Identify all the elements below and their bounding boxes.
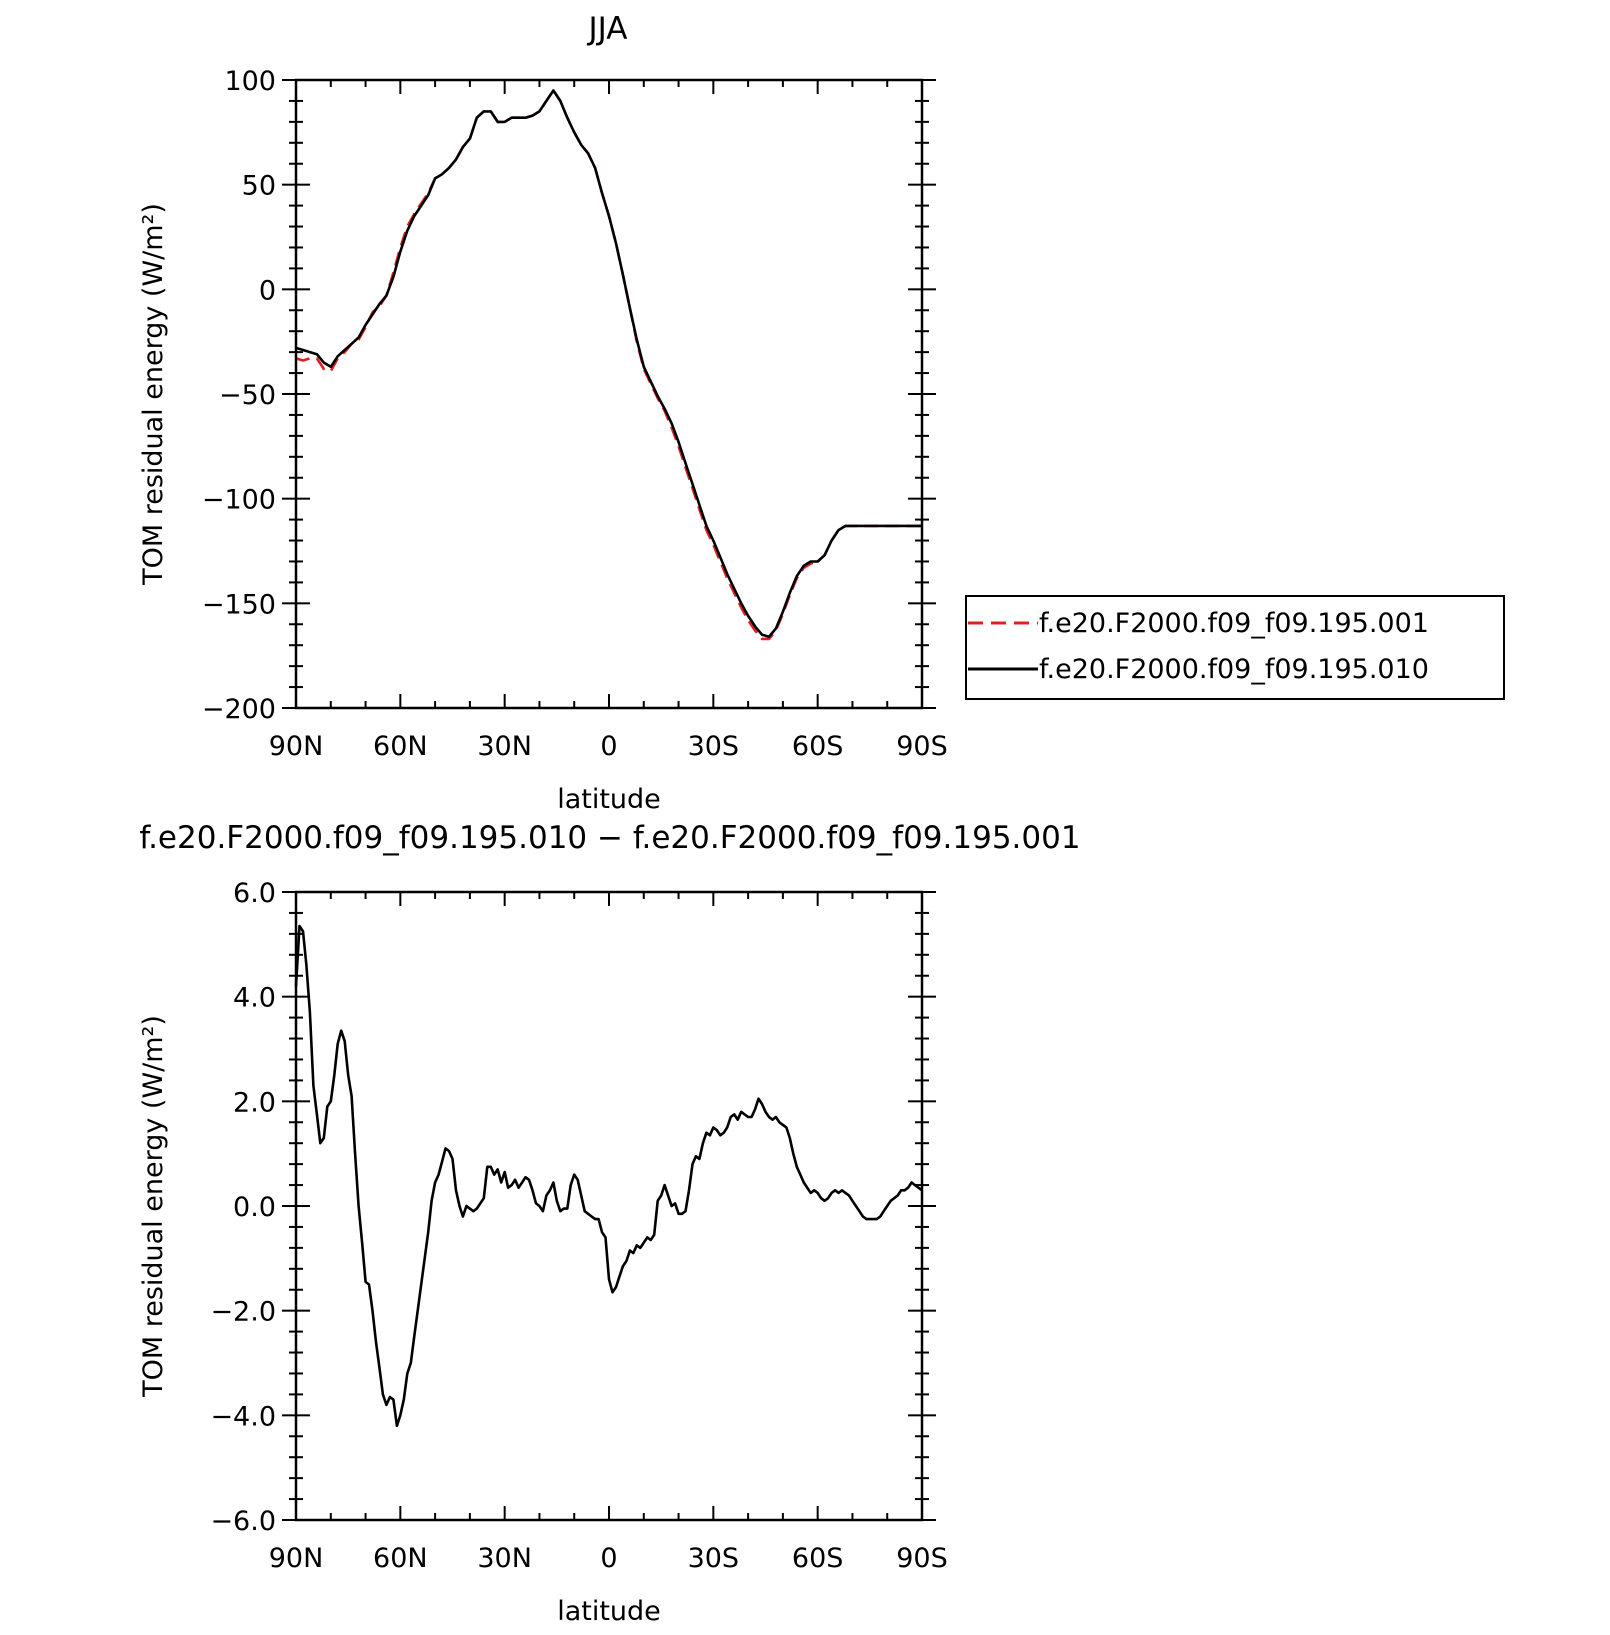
bottom-y-tick-label: −6.0 — [210, 1506, 276, 1537]
bottom-chart-title: f.e20.F2000.f09_f09.195.010 − f.e20.F200… — [139, 820, 1080, 856]
bottom-x-tick-label: 30N — [477, 1543, 532, 1574]
top-y-tick-label: 0 — [259, 275, 276, 306]
top-chart-ylabel: TOM residual energy (W/m²) — [138, 203, 169, 586]
top-x-tick-label: 90N — [269, 731, 324, 762]
top-chart-ticks — [282, 79, 936, 709]
top-chart-tick-labels: 90N 60N 30N 0 30S 60S 90S 100 50 0 −50 −100 −150 −200 — [202, 66, 948, 762]
top-y-tick-label: −150 — [202, 589, 276, 620]
bottom-y-tick-label: 4.0 — [233, 983, 276, 1014]
top-series-line-1 — [295, 89, 922, 639]
bottom-chart-lines — [294, 924, 923, 1428]
top-y-tick-label: −100 — [202, 485, 276, 516]
top-x-tick-label: 0 — [600, 731, 617, 762]
bottom-chart-xlabel: latitude — [557, 1596, 661, 1627]
bottom-y-tick-label: 0.0 — [233, 1192, 276, 1223]
top-x-tick-label: 60S — [792, 731, 844, 762]
bottom-chart-ylabel: TOM residual energy (W/m²) — [138, 1015, 169, 1398]
top-y-tick-label: −50 — [219, 380, 276, 411]
top-chart-xlabel: latitude — [557, 784, 661, 815]
bottom-y-tick-label: −4.0 — [210, 1401, 276, 1432]
top-chart-lines — [295, 89, 922, 641]
top-x-tick-label: 90S — [896, 731, 948, 762]
bottom-x-tick-label: 30S — [688, 1543, 740, 1574]
bottom-y-tick-label: 6.0 — [233, 878, 276, 909]
bottom-x-tick-label: 90S — [896, 1543, 948, 1574]
top-series-line-0 — [295, 89, 922, 641]
legend-box — [965, 595, 1505, 700]
legend-label-001: f.e20.F2000.f09_f09.195.001 — [1039, 608, 1429, 639]
bottom-y-tick-label: 2.0 — [233, 1087, 276, 1118]
bottom-y-tick-label: −2.0 — [210, 1297, 276, 1328]
bottom-plot-frame — [294, 890, 924, 1522]
bottom-x-tick-label: 60S — [792, 1543, 844, 1574]
top-y-tick-label: −200 — [202, 694, 276, 725]
legend-label-010: f.e20.F2000.f09_f09.195.010 — [1039, 654, 1429, 685]
top-y-tick-label: 100 — [224, 66, 276, 97]
top-x-tick-label: 30S — [688, 731, 740, 762]
top-x-tick-label: 60N — [373, 731, 428, 762]
legend: f.e20.F2000.f09_f09.195.001 f.e20.F2000.… — [965, 595, 1505, 700]
bottom-chart-panel: f.e20.F2000.f09_f09.195.010 − f.e20.F200… — [138, 820, 1081, 1627]
bottom-series-line-0 — [294, 924, 923, 1428]
top-y-tick-label: 50 — [242, 171, 276, 202]
top-plot-frame — [294, 78, 924, 710]
bottom-x-tick-label: 0 — [600, 1543, 617, 1574]
top-x-tick-label: 30N — [477, 731, 532, 762]
bottom-chart-ticks — [282, 891, 936, 1521]
bottom-chart-tick-labels: 90N 60N 30N 0 30S 60S 90S 6.0 4.0 2.0 0.0 −2.0 −4.0 −… — [210, 878, 947, 1574]
top-chart-title: JJA — [587, 11, 628, 47]
top-chart-panel: JJA 90N 60N 30N 0 30S 60S 90S 100 50 0 −50 −100 −150… — [138, 11, 1505, 815]
bottom-x-tick-label: 90N — [269, 1543, 324, 1574]
bottom-x-tick-label: 60N — [373, 1543, 428, 1574]
